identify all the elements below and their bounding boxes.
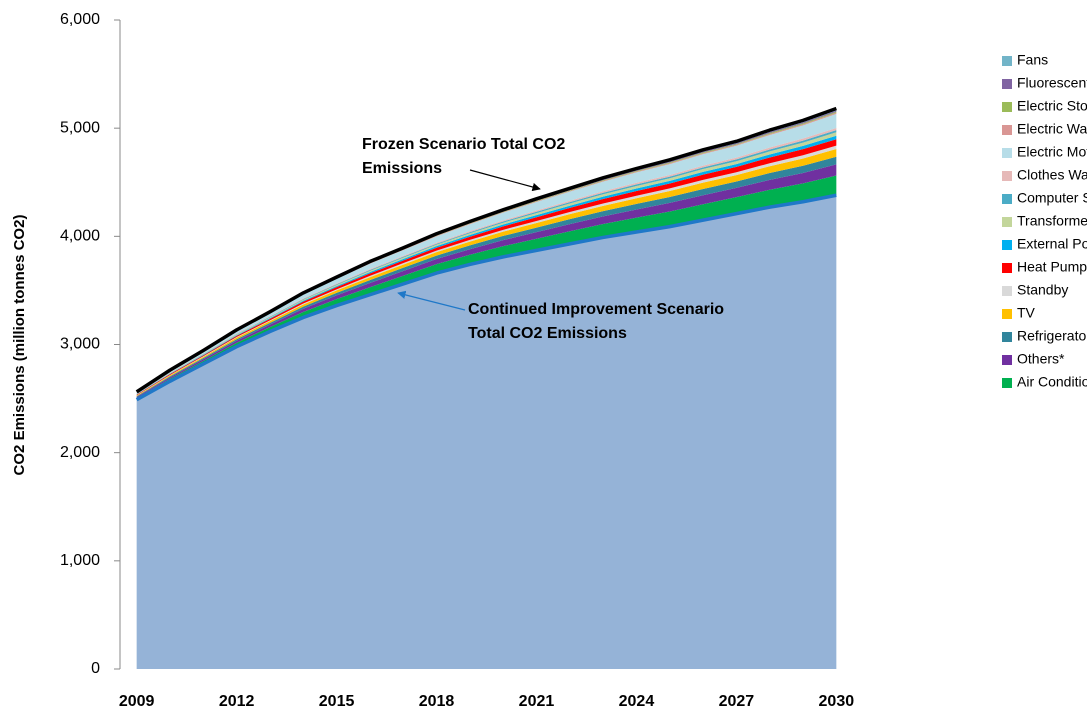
- y-tick-label: 1,000: [60, 552, 100, 569]
- x-tick-label: 2015: [319, 693, 355, 710]
- legend-label: Clothes Washer: [1017, 167, 1087, 183]
- legend-swatch: [1002, 332, 1012, 342]
- plot-area: [135, 106, 837, 670]
- x-tick-label: 2030: [819, 693, 855, 710]
- y-tick-label: 0: [91, 660, 100, 677]
- y-tick-label: 3,000: [60, 336, 100, 353]
- legend-swatch: [1002, 102, 1012, 112]
- area: [136, 149, 837, 397]
- annotation-arrow: [469, 169, 541, 192]
- legend-swatch: [1002, 148, 1012, 158]
- y-tick-label: 6,000: [60, 11, 100, 28]
- area: [136, 113, 837, 394]
- legend-swatch: [1002, 378, 1012, 388]
- legend-swatch: [1002, 240, 1012, 250]
- annotation: Continued Improvement Scenario: [468, 301, 724, 318]
- legend-swatch: [1002, 309, 1012, 319]
- frozen-total-line: [135, 106, 837, 394]
- x-tick-label: 2027: [719, 693, 755, 710]
- legend-label: Fluorescent Ballast: [1017, 75, 1087, 91]
- legend-label: Computer Servers: [1017, 190, 1087, 206]
- legend-label: Electric Water Heater: [1017, 121, 1087, 137]
- x-tick-label: 2009: [119, 693, 155, 710]
- x-tick-label: 2018: [419, 693, 455, 710]
- y-axis-label: CO2 Emissions (million tonnes CO2): [11, 215, 28, 476]
- annotation-arrow: [397, 290, 466, 311]
- legend-swatch: [1002, 79, 1012, 89]
- area: [136, 195, 837, 670]
- legend-label: Electric Motors: [1017, 144, 1087, 160]
- legend-swatch: [1002, 286, 1012, 296]
- legend-label: Electric Stove/Cooktop: [1017, 98, 1087, 114]
- y-tick-label: 4,000: [60, 228, 100, 245]
- legend-swatch: [1002, 56, 1012, 66]
- legend-swatch: [1002, 263, 1012, 273]
- legend-swatch: [1002, 355, 1012, 365]
- area: [136, 175, 837, 400]
- legend-label: Heat Pump Water Heater: [1017, 259, 1087, 275]
- area: [136, 164, 837, 398]
- legend-label: External Power Supply: [1017, 236, 1087, 252]
- legend-swatch: [1002, 171, 1012, 181]
- legend-label: Others*: [1017, 351, 1065, 367]
- legend-label: Refrigerator: [1017, 328, 1087, 344]
- legend-label: Transformers: [1017, 213, 1087, 229]
- legend-label: Air Conditioner: [1017, 374, 1087, 390]
- legend-label: Fans: [1017, 52, 1048, 68]
- y-tick-label: 5,000: [60, 119, 100, 136]
- annotation: Total CO2 Emissions: [468, 325, 627, 342]
- y-tick-label: 2,000: [60, 444, 100, 461]
- legend-swatch: [1002, 217, 1012, 227]
- x-tick-label: 2012: [219, 693, 255, 710]
- annotation: Emissions: [362, 160, 442, 177]
- legend-label: Standby: [1017, 282, 1068, 298]
- legend-swatch: [1002, 125, 1012, 135]
- continued-improvement-line: [135, 193, 837, 402]
- annotation: Frozen Scenario Total CO2: [362, 136, 565, 153]
- legend-label: TV: [1017, 305, 1036, 321]
- x-tick-label: 2024: [619, 693, 655, 710]
- legend-swatch: [1002, 194, 1012, 204]
- x-tick-label: 2021: [519, 693, 555, 710]
